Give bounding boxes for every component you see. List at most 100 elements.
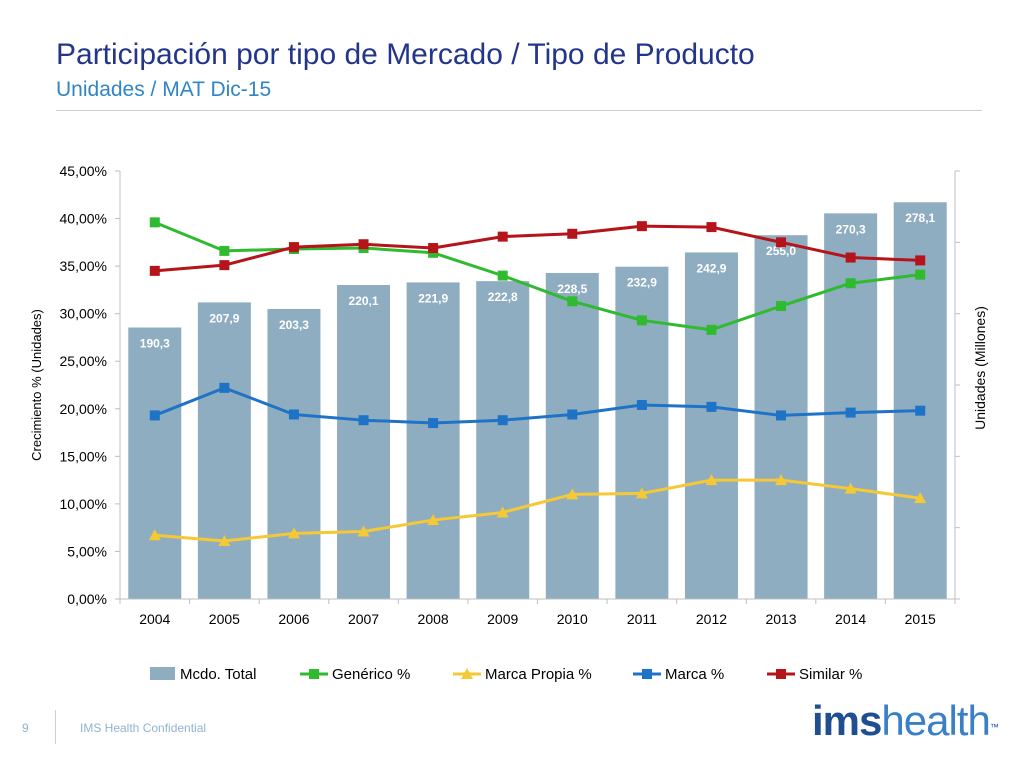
point-marca-propia-2006 [287, 527, 300, 539]
legend-swatch-mcdo-total [150, 667, 175, 680]
legend-label-mcdo-total: Mcdo. Total [180, 666, 256, 683]
point-similar-2011 [636, 221, 647, 232]
legend-label-marca-propia: Marca Propia % [485, 666, 592, 683]
bar-mcdo-total-2014 [824, 213, 878, 599]
x-tick-label-2012: 2012 [696, 611, 727, 627]
point-marca-2006 [288, 409, 299, 420]
point-generico-2013 [776, 301, 787, 312]
bar-value-label-2013: 255,0 [766, 244, 796, 258]
logo-health-text: health [881, 697, 990, 744]
point-similar-2008 [428, 243, 439, 254]
series-line-similar [154, 224, 921, 273]
point-similar-2010 [567, 228, 578, 239]
point-similar-2015 [915, 255, 926, 266]
legend-swatch-marker-marca [642, 669, 652, 679]
title-divider [56, 110, 982, 111]
y-left-tick-label-5: 5,00% [67, 543, 107, 559]
bar-mcdo-total-2010 [545, 273, 599, 599]
bar-mcdo-total-2007 [337, 284, 391, 599]
legend-swatch-marker-similar [776, 669, 786, 679]
y-left-tick-label-0: 0,00% [67, 591, 107, 607]
point-generico-2009 [497, 270, 508, 281]
bar-value-label-2015: 278,1 [905, 211, 935, 225]
point-marca-propia-2010 [566, 488, 579, 500]
point-marca-propia-2009 [496, 506, 509, 518]
y-left-tick-label-20: 20,00% [60, 401, 107, 417]
y-left-tick-label-10: 10,00% [60, 496, 107, 512]
point-similar-2007 [358, 239, 369, 250]
slide-title: Participación por tipo de Mercado / Tipo… [56, 38, 755, 71]
page-number: 9 [22, 721, 29, 735]
point-generico-2010 [567, 296, 578, 307]
point-marca-propia-2014 [844, 482, 857, 494]
legend-swatch-marker-marca-propia [461, 668, 473, 679]
footer-confidential: IMS Health Confidential [80, 721, 207, 735]
point-similar-2012 [706, 222, 717, 233]
bar-mcdo-total-2012 [684, 252, 738, 600]
point-marca-2004 [149, 410, 160, 421]
point-marca-propia-2015 [914, 492, 927, 504]
point-marca-propia-2008 [427, 514, 440, 526]
point-generico-2014 [845, 278, 856, 289]
x-tick-label-2006: 2006 [278, 611, 309, 627]
point-similar-2006 [288, 242, 299, 253]
legend-label-marca: Marca % [665, 666, 724, 683]
bar-mcdo-total-2006 [267, 308, 321, 599]
point-marca-propia-2005 [218, 534, 231, 546]
x-tick-label-2010: 2010 [557, 611, 588, 627]
point-generico-2012 [706, 324, 717, 335]
point-generico-2011 [636, 315, 647, 326]
bar-value-label-2009: 222,8 [488, 290, 518, 304]
bar-value-label-2010: 228,5 [557, 282, 587, 296]
point-marca-propia-2007 [357, 525, 370, 537]
y-left-tick-label-45: 45,00% [60, 163, 107, 179]
combo-chart: 190,3 207,9 203,3 220,1 221,9 222,8 228,5 232,9… [29, 163, 988, 683]
bar-value-label-2004: 190,3 [140, 337, 170, 351]
point-generico-2015 [915, 269, 926, 280]
bar-value-label-2006: 203,3 [279, 318, 309, 332]
point-similar-2014 [845, 252, 856, 263]
point-marca-2014 [845, 407, 856, 418]
y-left-tick-label-25: 25,00% [60, 353, 107, 369]
ims-health-logo: imshealth™ [812, 696, 999, 746]
point-similar-2013 [776, 237, 787, 248]
point-marca-2009 [497, 415, 508, 426]
slide-subtitle: Unidades / MAT Dic-15 [56, 78, 272, 101]
point-marca-propia-2011 [635, 487, 648, 499]
point-marca-2010 [567, 409, 578, 420]
point-generico-2004 [149, 217, 160, 228]
point-generico-2005 [219, 245, 230, 256]
series-line-marca-propia [154, 478, 921, 543]
bar-mcdo-total-2008 [406, 282, 460, 599]
point-marca-propia-2012 [705, 474, 718, 486]
x-tick-label-2008: 2008 [418, 611, 449, 627]
x-tick-label-2011: 2011 [627, 611, 657, 627]
x-tick-label-2004: 2004 [139, 611, 170, 627]
x-tick-label-2007: 2007 [348, 611, 379, 627]
footer-divider [55, 710, 56, 744]
y-left-tick-label-40: 40,00% [60, 211, 107, 227]
bar-value-label-2014: 270,3 [836, 222, 866, 236]
legend-label-similar: Similar % [799, 666, 862, 683]
point-similar-2004 [149, 265, 160, 276]
logo-ims-text: ims [812, 697, 882, 744]
y-left-tick-label-35: 35,00% [60, 258, 107, 274]
bar-mcdo-total-2015 [893, 202, 947, 599]
bar-mcdo-total-2004 [128, 327, 182, 599]
point-marca-2007 [358, 415, 369, 426]
x-tick-label-2015: 2015 [905, 611, 936, 627]
bar-value-label-2012: 242,9 [696, 261, 726, 275]
y-left-tick-label-15: 15,00% [60, 448, 107, 464]
legend-label-generico: Genérico % [332, 666, 410, 683]
point-marca-2008 [428, 418, 439, 429]
x-tick-label-2005: 2005 [209, 611, 240, 627]
series-line-marca [154, 386, 921, 425]
point-marca-2011 [636, 399, 647, 410]
y-right-axis-title: Unidades (Millones) [972, 306, 988, 430]
y-left-tick-label-30: 30,00% [60, 306, 107, 322]
bar-mcdo-total-2009 [476, 281, 530, 599]
point-marca-2015 [915, 405, 926, 416]
bar-value-label-2008: 221,9 [418, 291, 448, 305]
logo-trademark: ™ [989, 722, 999, 732]
